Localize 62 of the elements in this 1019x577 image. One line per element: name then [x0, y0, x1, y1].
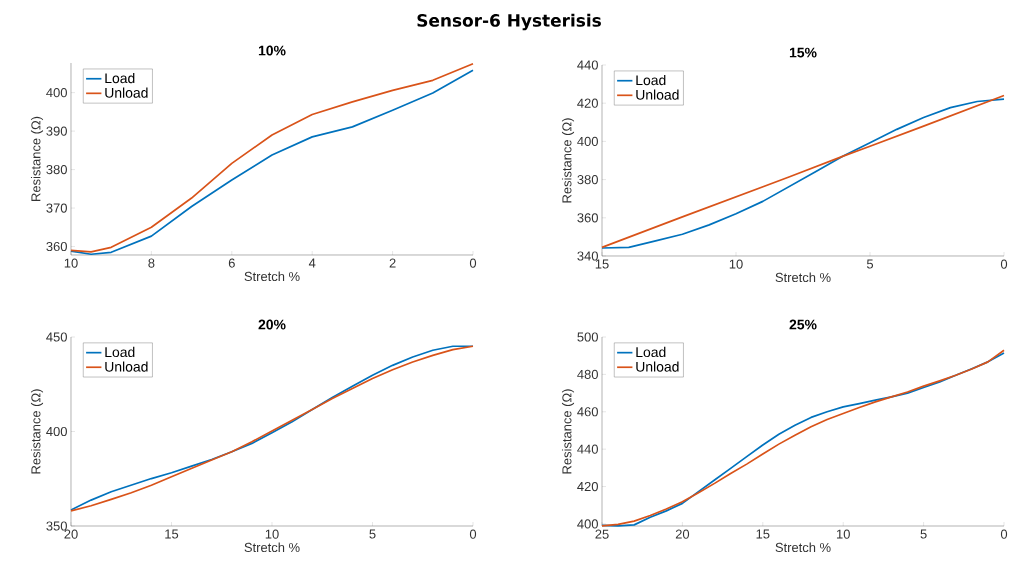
x-tick-label: 20 [675, 529, 690, 539]
chart-title: 20% [258, 319, 286, 330]
legend-label: Unload [636, 89, 679, 100]
y-tick-label: 460 [577, 407, 598, 417]
x-tick-label: 0 [1000, 259, 1008, 269]
x-tick-label: 10 [265, 529, 279, 539]
x-tick-label: 8 [148, 258, 155, 268]
x-axis-title: Stretch % [244, 542, 300, 553]
x-tick-label: 2 [389, 258, 396, 268]
legend-label: Load [105, 72, 135, 84]
y-tick-label: 440 [577, 60, 598, 70]
legend-label: Unload [105, 87, 148, 98]
x-axis-title: Stretch % [244, 271, 300, 282]
x-tick-label: 5 [920, 529, 927, 539]
x-tick-label: 20 [64, 529, 78, 539]
y-tick-label: 450 [46, 332, 67, 342]
x-tick-label: 15 [595, 259, 609, 269]
x-tick-label: 4 [308, 258, 316, 268]
x-tick-label: 0 [469, 529, 477, 539]
y-tick-label: 440 [577, 444, 598, 454]
x-tick-label: 0 [1000, 529, 1008, 539]
y-tick-label: 360 [46, 241, 67, 252]
y-tick-label: 400 [46, 88, 67, 98]
y-axis-title: Resistance (Ω) [30, 389, 44, 474]
y-tick-label: 400 [577, 519, 598, 529]
y-tick-label: 480 [577, 369, 598, 379]
x-tick-label: 15 [756, 529, 770, 539]
x-tick-label: 10 [64, 258, 78, 268]
y-tick-label: 350 [46, 521, 67, 531]
y-tick-label: 420 [577, 98, 598, 108]
x-axis-title: Stretch % [775, 272, 831, 283]
y-tick-label: 380 [46, 164, 67, 175]
x-tick-label: 10 [836, 529, 850, 539]
y-tick-label: 400 [577, 136, 598, 146]
x-tick-label: 15 [165, 529, 179, 539]
x-tick-label: 5 [866, 259, 874, 269]
y-tick-label: 400 [46, 426, 67, 437]
y-tick-label: 370 [46, 203, 67, 213]
x-tick-label: 0 [469, 258, 477, 268]
y-tick-label: 500 [577, 332, 598, 342]
chart-title: 25% [789, 319, 817, 330]
x-tick-label: 25 [595, 529, 609, 539]
y-axis-title: Resistance (Ω) [30, 116, 44, 201]
x-tick-label: 5 [369, 529, 376, 539]
text: Sensor-6 Hysterisis [417, 13, 601, 31]
y-axis-title: Resistance (Ω) [561, 389, 575, 474]
y-axis-title: Resistance (Ω) [561, 118, 575, 203]
x-tick-label: 6 [228, 258, 235, 268]
x-tick-label: 10 [729, 259, 743, 269]
chart-subtitle: 10% [258, 45, 286, 56]
legend-label: Load [636, 346, 666, 358]
x-axis-title: Stretch % [775, 542, 831, 553]
chart-title: 15% [789, 47, 817, 58]
y-tick-label: 420 [577, 481, 598, 492]
y-tick-label: 360 [577, 213, 598, 223]
legend-label: Unload [636, 361, 679, 372]
y-tick-label: 390 [46, 126, 67, 136]
y-tick-label: 380 [577, 175, 598, 185]
legend-label: Load [105, 346, 135, 358]
y-tick-label: 340 [577, 251, 598, 261]
legend-label: Unload [105, 361, 148, 372]
legend-label: Load [636, 74, 666, 86]
